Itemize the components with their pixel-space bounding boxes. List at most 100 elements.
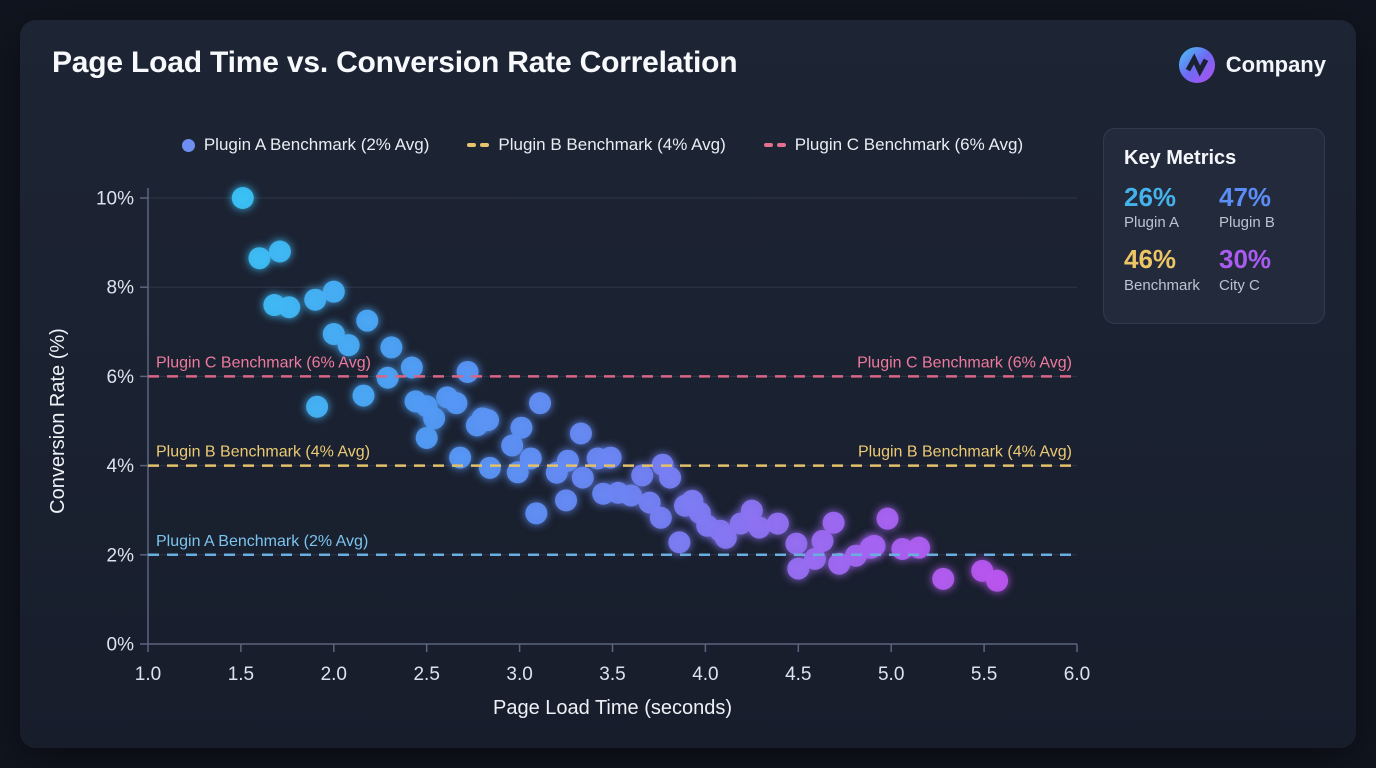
- scatter-point[interactable]: [986, 569, 1009, 592]
- scatter-point[interactable]: [555, 489, 578, 512]
- scatter-point[interactable]: [571, 466, 594, 489]
- key-metrics-title: Key Metrics: [1124, 147, 1237, 169]
- scatter-point[interactable]: [510, 416, 533, 439]
- scatter-point[interactable]: [423, 407, 446, 430]
- metric-benchmark: 46% Benchmark: [1124, 244, 1211, 294]
- scatter-point[interactable]: [804, 547, 827, 570]
- y-axis-title: Conversion Rate (%): [47, 328, 69, 514]
- brand-name: Company: [1225, 52, 1326, 77]
- benchmark-label-left: Plugin C Benchmark (6% Avg): [156, 354, 371, 371]
- scatter-point[interactable]: [519, 447, 542, 470]
- legend-label: Plugin C Benchmark (6% Avg): [794, 135, 1024, 154]
- legend-label: Plugin A Benchmark (2% Avg): [203, 135, 430, 154]
- scatter-point[interactable]: [932, 567, 955, 590]
- scatter-point[interactable]: [863, 534, 886, 557]
- scatter-chart: 1.0 1.5 2.0 2.5 3.0 3.5 4.0 4.5 5.0 5.5 6.0 0% 2% 4% 6…: [47, 187, 1090, 719]
- brand: Company: [1178, 46, 1326, 84]
- scatter-point[interactable]: [478, 456, 501, 479]
- legend-item-plugin-c[interactable]: Plugin C Benchmark (6% Avg): [763, 135, 1024, 155]
- metric-label: City C: [1219, 276, 1260, 294]
- y-tick-label: 8%: [107, 278, 135, 299]
- dashboard-card: Page Load Time vs. Conversion Rate Corre…: [20, 20, 1356, 748]
- y-tick-label: 10%: [96, 189, 134, 210]
- scatter-point[interactable]: [811, 529, 834, 552]
- scatter-point[interactable]: [876, 507, 899, 530]
- scatter-point[interactable]: [304, 288, 327, 311]
- scatter-point[interactable]: [306, 395, 329, 418]
- scatter-point[interactable]: [278, 296, 301, 319]
- scatter-point[interactable]: [599, 446, 622, 469]
- scatter-point[interactable]: [376, 366, 399, 389]
- benchmark-label-left: Plugin A Benchmark (2% Avg): [156, 533, 368, 550]
- y-tick-label: 2%: [107, 545, 135, 566]
- metric-plugin-a: 26% Plugin A: [1124, 182, 1211, 232]
- x-tick-label: 4.0: [692, 664, 718, 685]
- scatter-point[interactable]: [400, 356, 423, 379]
- metric-city-c: 30% City C: [1219, 244, 1306, 294]
- scatter-point[interactable]: [501, 434, 524, 457]
- metric-label: Plugin B: [1219, 214, 1275, 232]
- x-tick-label: 3.5: [599, 664, 625, 685]
- x-tick-label: 5.5: [971, 664, 997, 685]
- scatter-point[interactable]: [322, 280, 345, 303]
- chart-legend: Plugin A Benchmark (2% Avg) Plugin B Ben…: [138, 130, 1067, 160]
- scatter-point[interactable]: [248, 247, 271, 270]
- y-tick-label: 0%: [107, 635, 135, 656]
- metric-value: 30%: [1219, 244, 1272, 275]
- scatter-point[interactable]: [477, 409, 500, 432]
- legend-item-plugin-a[interactable]: Plugin A Benchmark (2% Avg): [181, 135, 430, 155]
- scatter-point[interactable]: [456, 360, 479, 383]
- company-logo-icon: [1178, 46, 1215, 84]
- scatter-point[interactable]: [415, 426, 438, 449]
- metric-label: Benchmark: [1124, 276, 1200, 294]
- x-tick-label: 5.0: [878, 664, 904, 685]
- scatter-point[interactable]: [268, 240, 291, 263]
- x-tick-label: 4.5: [785, 664, 811, 685]
- scatter-point[interactable]: [569, 422, 592, 445]
- scatter-point[interactable]: [638, 491, 661, 514]
- metric-label: Plugin A: [1124, 214, 1180, 232]
- scatter-point[interactable]: [714, 526, 737, 549]
- scatter-point[interactable]: [748, 516, 771, 539]
- scatter-point[interactable]: [766, 512, 789, 535]
- benchmark-label-right: Plugin C Benchmark (6% Avg): [857, 354, 1072, 371]
- legend-dash-icon: [763, 143, 786, 147]
- scatter-point[interactable]: [231, 187, 254, 209]
- metric-plugin-b: 47% Plugin B: [1219, 182, 1306, 232]
- metric-value: 47%: [1219, 182, 1272, 212]
- x-tick-label: 2.0: [321, 664, 347, 685]
- x-tick-label: 1.5: [228, 664, 254, 685]
- benchmark-label-left: Plugin B Benchmark (4% Avg): [156, 444, 370, 461]
- scatter-point[interactable]: [787, 557, 810, 580]
- metric-value: 26%: [1124, 182, 1177, 212]
- scatter-point[interactable]: [545, 461, 568, 484]
- scatter-point[interactable]: [908, 536, 931, 559]
- scatter-point[interactable]: [337, 334, 360, 357]
- scatter-point[interactable]: [352, 384, 375, 407]
- y-tick-label: 4%: [107, 456, 135, 477]
- legend-item-plugin-b[interactable]: Plugin B Benchmark (4% Avg): [467, 135, 726, 155]
- scatter-point[interactable]: [649, 506, 672, 529]
- scatter-point[interactable]: [668, 531, 691, 554]
- legend-dot-icon: [181, 138, 195, 152]
- scatter-point[interactable]: [445, 392, 468, 415]
- scatter-point[interactable]: [620, 484, 643, 507]
- y-tick-label: 6%: [107, 367, 135, 388]
- scatter-point[interactable]: [828, 552, 851, 575]
- x-tick-label: 2.5: [413, 664, 439, 685]
- scatter-point[interactable]: [785, 532, 808, 555]
- x-axis-title: Page Load Time (seconds): [493, 697, 732, 719]
- scatter-point[interactable]: [740, 499, 763, 522]
- scatter-point[interactable]: [529, 392, 552, 415]
- x-tick-label: 1.0: [135, 664, 161, 685]
- scatter-point[interactable]: [356, 309, 379, 332]
- scatter-point[interactable]: [380, 336, 403, 359]
- scatter-point[interactable]: [525, 502, 548, 525]
- scatter-point[interactable]: [659, 466, 682, 489]
- scatter-point[interactable]: [822, 511, 845, 534]
- scatter-point[interactable]: [631, 464, 654, 487]
- metric-value: 46%: [1124, 244, 1177, 275]
- key-metrics-panel: Key Metrics 26% Plugin A 47% Plugin B 46…: [1103, 128, 1325, 324]
- legend-dash-icon: [467, 143, 490, 147]
- scatter-point[interactable]: [449, 446, 472, 469]
